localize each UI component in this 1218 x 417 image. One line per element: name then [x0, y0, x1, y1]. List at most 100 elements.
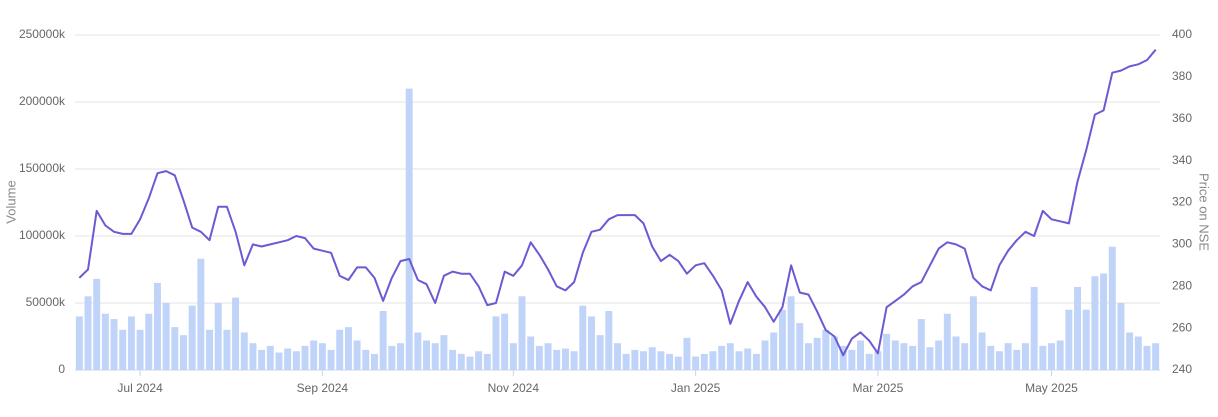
volume-bar — [509, 343, 517, 370]
volume-bar — [440, 335, 448, 370]
y-tick-label: 100000k — [19, 228, 66, 242]
volume-bar — [75, 316, 83, 370]
volume-bar — [370, 353, 378, 370]
x-tick-label: Jul 2024 — [117, 381, 163, 395]
volume-bar — [483, 353, 491, 370]
volume-bar — [614, 343, 621, 370]
volume-bar — [1074, 286, 1082, 370]
volume-bar — [1048, 343, 1055, 370]
volume-bar — [1021, 343, 1029, 370]
volume-bar — [666, 353, 674, 370]
volume-bar — [987, 345, 995, 370]
volume-bar — [935, 340, 943, 370]
volume-bar — [310, 340, 318, 370]
volume-bar — [127, 316, 135, 370]
volume-bar — [857, 340, 865, 370]
y2-tick-label: 380 — [1172, 69, 1192, 83]
volume-bar — [622, 353, 630, 370]
x-tick-label: Nov 2024 — [488, 381, 540, 395]
volume-bar — [535, 345, 543, 370]
volume-bar — [631, 349, 639, 370]
volume-bar — [648, 347, 656, 370]
volume-bar — [726, 343, 734, 370]
y2-tick-label: 400 — [1172, 27, 1192, 41]
y-tick-label: 50000k — [26, 295, 66, 309]
volume-bar — [778, 309, 786, 370]
y-tick-label: 150000k — [19, 161, 66, 175]
volume-bar — [180, 335, 187, 370]
volume-bar — [1152, 343, 1160, 370]
volume-bar — [292, 351, 300, 370]
volume-bar — [891, 340, 899, 370]
volume-bar — [709, 351, 717, 370]
volume-bar — [674, 356, 682, 370]
volume-bar — [84, 296, 92, 370]
volume-bar — [770, 332, 778, 370]
y-tick-label: 0 — [58, 362, 65, 376]
volume-bar — [1108, 246, 1116, 370]
volume-bar — [136, 329, 144, 370]
volume-bar — [1091, 276, 1099, 370]
x-tick-label: May 2025 — [1025, 381, 1078, 395]
volume-bar — [926, 347, 934, 370]
volume-bar — [214, 303, 222, 370]
volume-bar — [101, 313, 109, 370]
volume-bar — [752, 353, 760, 370]
y2-tick-label: 260 — [1172, 320, 1192, 334]
volume-bar — [865, 353, 873, 370]
volume-bar — [848, 349, 856, 370]
volume-bar — [804, 343, 812, 370]
volume-bar — [917, 319, 925, 370]
volume-bar — [275, 352, 283, 370]
volume-bar — [457, 353, 465, 370]
y-tick-label: 200000k — [19, 94, 66, 108]
volume-bar — [761, 340, 769, 370]
volume-bar — [284, 348, 292, 370]
volume-bar — [1117, 303, 1125, 370]
y2-tick-label: 300 — [1172, 237, 1192, 251]
volume-bar — [362, 349, 370, 370]
volume-bar — [579, 305, 587, 370]
y2-tick-label: 280 — [1172, 278, 1192, 292]
volume-bar — [943, 313, 951, 370]
volume-bar — [735, 351, 743, 370]
volume-bar — [223, 329, 231, 370]
volume-bar — [110, 319, 118, 370]
volume-bar — [405, 88, 413, 370]
volume-bar — [162, 303, 170, 370]
volume-bar — [952, 336, 960, 370]
volume-bar — [995, 351, 1003, 370]
volume-bar — [961, 343, 969, 370]
volume-bar — [969, 296, 977, 370]
volume-bar — [605, 311, 613, 370]
volume-bar — [518, 296, 526, 370]
volume-bar — [353, 340, 361, 370]
volume-bar — [93, 278, 101, 370]
volume-bar — [492, 316, 500, 370]
volume-bar — [1082, 309, 1090, 370]
volume-bar — [839, 345, 847, 370]
volume-bar — [258, 349, 266, 370]
volume-bar — [900, 343, 908, 370]
volume-bar — [232, 297, 240, 370]
volume-bar — [153, 282, 161, 370]
volume-bar — [883, 333, 891, 370]
volume-bar — [414, 332, 422, 370]
volume-bar — [206, 329, 214, 370]
volume-bar — [718, 345, 726, 370]
y2-tick-label: 240 — [1172, 362, 1192, 376]
volume-bar — [475, 351, 483, 370]
volume-bar — [744, 348, 752, 370]
volume-bar — [431, 343, 439, 370]
volume-bar — [1039, 345, 1047, 370]
volume-bar — [587, 316, 595, 370]
volume-bar — [909, 345, 917, 370]
volume-bar — [527, 336, 535, 370]
y2-tick-label: 360 — [1172, 111, 1192, 125]
volume-bar — [336, 329, 344, 370]
volume-bar — [344, 327, 352, 370]
volume-bar — [640, 351, 648, 370]
volume-bar — [822, 329, 830, 370]
x-tick-label: Sep 2024 — [297, 381, 349, 395]
volume-bar — [1126, 332, 1134, 370]
